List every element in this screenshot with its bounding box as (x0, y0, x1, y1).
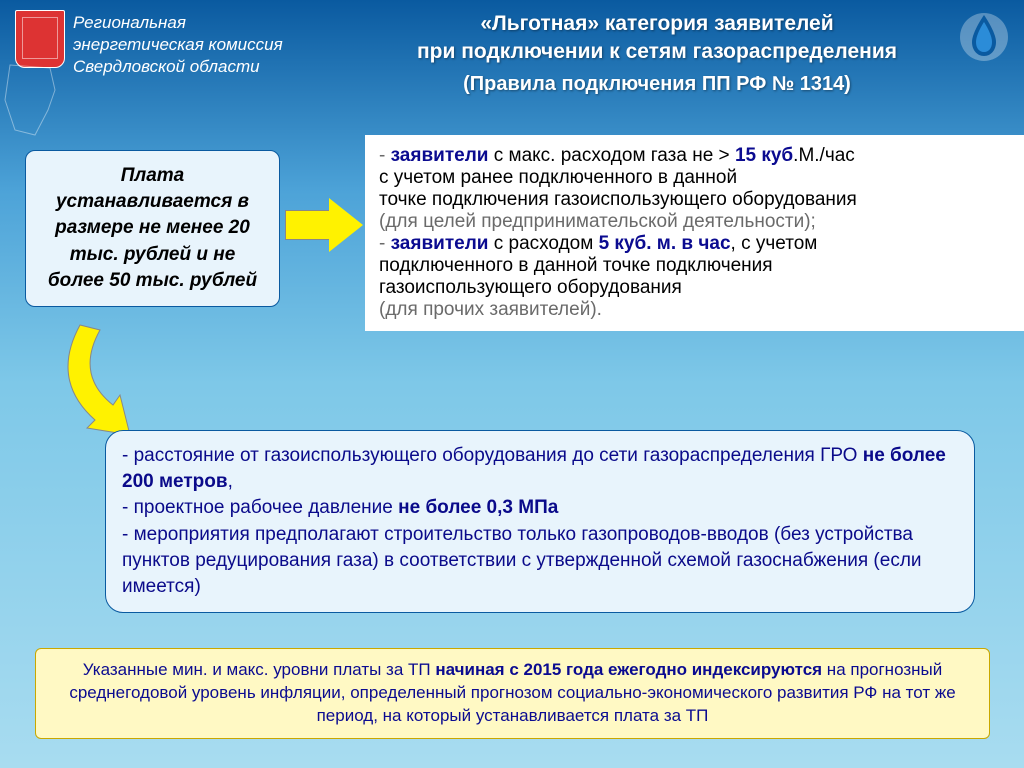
gas-drop-icon (959, 10, 1009, 65)
org-line2: энергетическая комиссия (73, 34, 283, 56)
crit-line2: с учетом ранее подключенного в данной (379, 167, 1016, 189)
cond-line3: - мероприятия предполагают строительство… (122, 522, 958, 601)
title-line3: (Правила подключения ПП РФ № 1314) (365, 71, 949, 98)
title-line2: при подключении к сетям газораспределени… (365, 38, 949, 66)
fee-box: Плата устанавливается в размере не менее… (25, 150, 280, 307)
header: Региональная энергетическая комиссия Све… (0, 0, 1024, 103)
cond-line1: - расстояние от газоиспользующего оборуд… (122, 443, 958, 495)
criteria-box: - заявители с макс. расходом газа не > 1… (365, 135, 1024, 331)
arrow-curve-icon (45, 320, 165, 440)
logo-block: Региональная энергетическая комиссия Све… (15, 10, 355, 78)
crit-line5: - заявители с расходом 5 куб. м. в час, … (379, 233, 1016, 255)
map-outline-icon (0, 60, 60, 140)
title-line1: «Льготная» категория заявителей (365, 10, 949, 38)
footnote-box: Указанные мин. и макс. уровни платы за Т… (35, 648, 990, 739)
crit-line4: (для целей предпринимательской деятельно… (379, 211, 1016, 233)
fee-text: Плата устанавливается в размере не менее… (48, 165, 257, 291)
crit-line1: - заявители с макс. расходом газа не > 1… (379, 145, 1016, 167)
org-line3: Свердловской области (73, 56, 283, 78)
crit-line8: (для прочих заявителей). (379, 299, 1016, 321)
crit-line3: точке подключения газоиспользующего обор… (379, 189, 1016, 211)
crit-line7: газоиспользующего оборудования (379, 277, 1016, 299)
conditions-box: - расстояние от газоиспользующего оборуд… (105, 430, 975, 613)
slide-title: «Льготная» категория заявителей при подк… (355, 10, 959, 98)
org-line1: Региональная (73, 12, 283, 34)
org-name: Региональная энергетическая комиссия Све… (73, 10, 283, 78)
cond-line2: - проектное рабочее давление не более 0,… (122, 495, 958, 521)
crit-line6: подключенного в данной точке подключения (379, 255, 1016, 277)
